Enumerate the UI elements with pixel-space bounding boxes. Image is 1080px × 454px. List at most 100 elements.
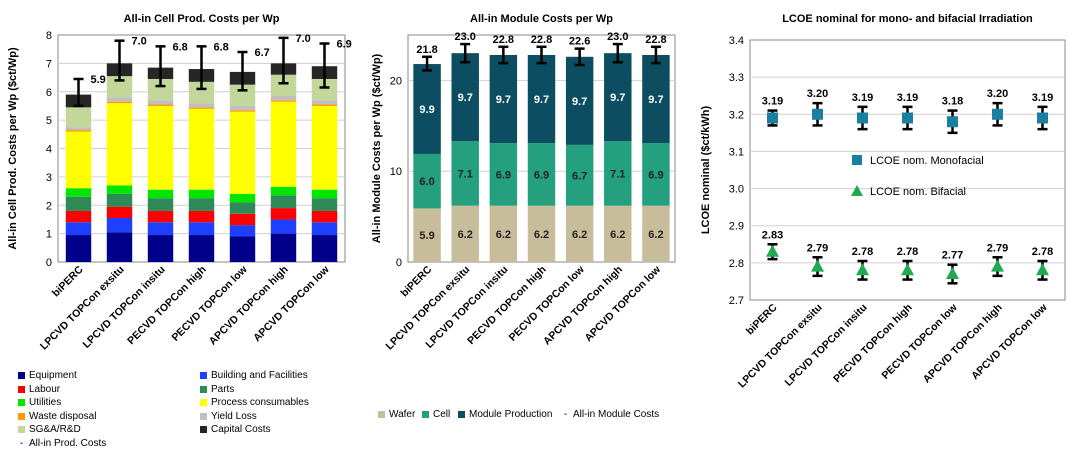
total-label: 6.8 (214, 41, 229, 53)
chart-title: All-in Module Costs per Wp (470, 13, 613, 25)
legend-label: Process consumables (211, 397, 309, 408)
bar-segment (413, 208, 441, 262)
legend-swatch (18, 412, 25, 420)
total-label: 22.8 (531, 34, 552, 46)
bar-segment (229, 225, 256, 237)
segment-value-label: 6.2 (572, 229, 587, 241)
x-category-label: biPERC (50, 263, 86, 299)
x-category-label: APCVD TOPCon low (969, 301, 1050, 382)
bar-segment (270, 96, 297, 101)
legend-marker (852, 155, 862, 165)
data-point (902, 112, 913, 124)
legend-label: Yield Loss (211, 410, 257, 422)
x-category-label: LPCVD TOPCon exsitu (38, 264, 127, 353)
total-label: 5.9 (91, 74, 106, 86)
legend-label: LCOE nom. Bifacial (870, 186, 966, 198)
point-value-label: 3.19 (1032, 92, 1053, 104)
bar-segment (229, 105, 256, 111)
bar-segment (270, 208, 297, 220)
total-label: 22.8 (493, 34, 514, 46)
module-cost-chart-panel: 0 10 20 All-in Module Costs per Wp All-in Mo… (360, 0, 690, 454)
legend-dash-marker: - (563, 409, 568, 420)
bar-segment (311, 222, 338, 236)
segment-value-label: 9.9 (419, 104, 434, 116)
bar-segment (413, 64, 441, 154)
bar-segment (106, 232, 133, 262)
segment-value-label: 6.9 (648, 169, 663, 181)
legend-item: Parts (200, 383, 234, 396)
bar-segment (188, 108, 215, 190)
segment-value-label: 6.2 (496, 229, 511, 241)
legend-item: Capital Costs (200, 423, 270, 436)
total-label: 7.0 (296, 33, 311, 45)
legend-label: Parts (211, 383, 235, 395)
y-tick-label: 6 (46, 87, 52, 99)
bar-segment (489, 143, 518, 206)
point-value-label: 2.77 (942, 250, 963, 262)
legend-label: Cell (433, 409, 451, 420)
x-category-label: PECVD TOPCon high (125, 264, 208, 347)
data-point (991, 259, 1004, 272)
legend-swatch (378, 411, 385, 418)
bar-segment (565, 144, 594, 206)
y-axis-label: LCOE nominal ($ct/kWh) (700, 105, 712, 234)
segment-value-label: 6.2 (534, 229, 549, 241)
bar-segment (311, 105, 338, 190)
total-label: 22.8 (645, 34, 666, 46)
legend-item: - All-in Module Costs (562, 408, 659, 421)
total-label: 22.6 (569, 36, 590, 48)
bar-segment (106, 101, 133, 104)
legend-label: Waste disposal (29, 410, 97, 422)
y-tick-label: 5 (46, 115, 52, 127)
bar-segment (270, 74, 297, 97)
bar-segment (270, 100, 297, 102)
total-label: 6.9 (337, 39, 352, 51)
y-tick-label: 3.0 (729, 184, 744, 196)
x-category-label: biPERC (398, 263, 434, 299)
bar-segment (311, 189, 338, 199)
y-tick-label: 7 (46, 58, 52, 70)
bar-segment (147, 78, 174, 101)
bar-segment (188, 198, 215, 211)
bar-segment (65, 127, 92, 131)
segment-value-label: 9.7 (496, 94, 511, 106)
legend-item: Waste disposal (18, 410, 96, 423)
segment-value-label: 7.1 (610, 168, 625, 180)
bar-segment (65, 210, 92, 223)
y-axis-label: All-in Module Costs per Wp ($ct/Wp) (371, 53, 383, 243)
y-tick-label: 3.3 (729, 72, 744, 84)
bar-segment (147, 189, 174, 199)
point-value-label: 3.19 (852, 92, 873, 104)
bar-segment (311, 78, 338, 101)
bar-segment (311, 104, 338, 106)
legend-swatch (200, 385, 207, 393)
segment-value-label: 9.7 (572, 96, 587, 108)
cell-cost-chart-panel: 0 1 2 3 4 5 6 7 8 All-in Cell Prod. Costs per Wp A… (0, 0, 360, 454)
point-value-label: 3.20 (987, 88, 1008, 100)
x-category-label: LPCVD TOPCon insitu (782, 302, 869, 389)
segment-value-label: 6.9 (496, 169, 511, 181)
bar-segment (106, 97, 133, 102)
lcoe-chart-panel: 2.7 2.8 2.9 3.0 3.1 3.2 3.3 3.4 LCOE nominal for… (695, 0, 1080, 454)
data-point (946, 267, 959, 279)
segment-value-label: 6.7 (572, 170, 587, 182)
legend-dash-marker: - (19, 437, 24, 449)
legend-item: Equipment (18, 369, 77, 382)
bar-segment (229, 213, 256, 226)
legend-swatch (18, 426, 25, 433)
bar-segment (642, 54, 670, 144)
x-category-label: LPCVD TOPCon insitu (80, 264, 167, 351)
bar-segment (65, 235, 92, 262)
data-point (767, 112, 778, 124)
bar-segment (188, 107, 215, 109)
y-tick-label: 3.2 (729, 109, 744, 121)
bar-segment (65, 130, 92, 132)
y-tick-label: 2 (46, 200, 52, 212)
bar-segment (188, 235, 215, 262)
bar-segment (65, 196, 92, 211)
total-label: 6.8 (173, 41, 188, 53)
y-tick-label: 3.4 (729, 35, 744, 47)
legend-swatch (200, 412, 207, 420)
point-value-label: 3.18 (942, 96, 963, 108)
y-tick-label: 0 (396, 257, 402, 269)
